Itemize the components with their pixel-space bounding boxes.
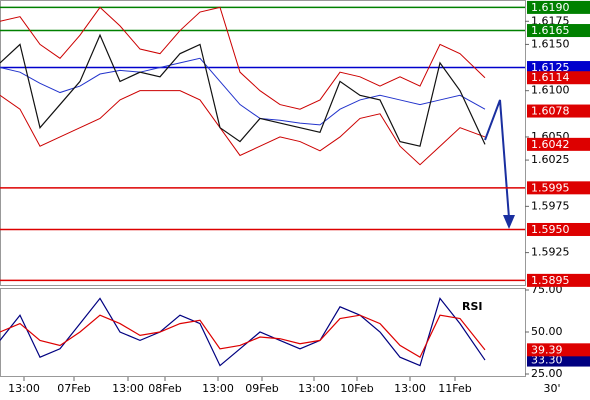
marker-label: 1.6114 [531, 71, 570, 84]
projection-arrow [484, 99, 510, 219]
y-tick-label: 1.5975 [531, 199, 570, 212]
marker-label: 1.6078 [531, 105, 570, 118]
level-label: 1.5995 [531, 181, 570, 194]
rsi-label: RSI [462, 300, 483, 313]
x-tick-label: 08Feb [148, 382, 181, 395]
y-tick-label: 1.6150 [531, 37, 570, 50]
level-label-box [527, 0, 590, 14]
marker-label-box [527, 71, 590, 85]
y-tick-label: 50.00 [531, 325, 563, 338]
x-tick-label: 13:00 [112, 382, 144, 395]
x-tick-label: 11Feb [438, 382, 471, 395]
level-label: 1.5895 [531, 274, 570, 287]
series-line [0, 90, 486, 166]
level-label-box [527, 222, 590, 236]
x-tick-label: 13:00 [394, 382, 426, 395]
y-tick-label: 1.6100 [531, 84, 570, 97]
last-value-label: 33.30 [531, 354, 563, 367]
x-tick-label: 09Feb [245, 382, 278, 395]
timeframe: 30' [543, 382, 560, 395]
y-tick-label: 25.00 [531, 367, 563, 380]
series-line [0, 33, 486, 147]
marker-label-box [527, 104, 590, 118]
y-tick-label: 1.6175 [531, 14, 570, 27]
series-line [0, 6, 486, 110]
last-value-label-box [527, 353, 590, 367]
level-label-box [527, 273, 590, 287]
arrow-head [503, 215, 515, 229]
x-tick-label: 13:00 [8, 382, 40, 395]
last-value-label-box [527, 343, 590, 357]
x-tick-label: 13:00 [202, 382, 234, 395]
series-line [0, 57, 486, 126]
series-line [0, 297, 486, 367]
marker-label-box [527, 137, 590, 151]
last-value-label: 39.39 [531, 343, 563, 356]
x-tick-label: 10Feb [340, 382, 373, 395]
series-line [0, 314, 486, 359]
level-label: 1.5950 [531, 223, 570, 236]
level-label: 1.6125 [531, 61, 570, 74]
level-label-box [527, 61, 590, 75]
level-label: 1.6165 [531, 24, 570, 37]
x-tick-label: 13:00 [298, 382, 330, 395]
marker-label: 1.6042 [531, 138, 570, 151]
price-panel [0, 0, 526, 286]
y-tick-label: 1.5925 [531, 246, 570, 259]
level-label-box [527, 181, 590, 195]
level-label-box [527, 24, 590, 38]
level-label: 1.6190 [531, 1, 570, 14]
x-tick-label: 07Feb [57, 382, 90, 395]
y-tick-label: 1.6025 [531, 153, 570, 166]
